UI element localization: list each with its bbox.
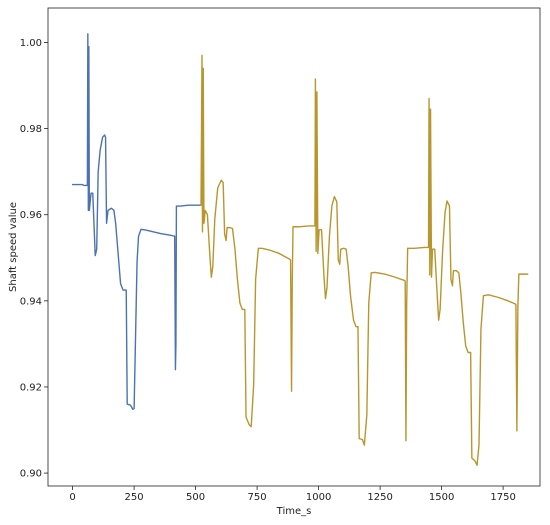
series-line-1	[71, 33, 202, 411]
y-tick-label: 0.96	[20, 210, 42, 221]
x-tick-label: 1750	[490, 492, 515, 503]
series-line-2	[200, 54, 529, 467]
x-axis-label: Time_s	[276, 506, 312, 517]
y-tick-label: 0.90	[20, 469, 42, 480]
y-tick-label: 0.94	[20, 296, 42, 307]
y-tick-label: 0.92	[20, 382, 42, 393]
y-tick-label: 1.00	[20, 38, 42, 49]
plot-frame	[47, 7, 541, 487]
y-axis-label: Shaft speed value	[8, 202, 19, 292]
x-tick-label: 250	[125, 492, 144, 503]
x-tick-label: 1250	[367, 492, 392, 503]
y-tick-label: 0.98	[20, 124, 42, 135]
x-tick-label: 750	[248, 492, 267, 503]
x-tick-label: 500	[186, 492, 205, 503]
x-axis: 0 250 500 750 1000 1250 1500 1750	[69, 486, 516, 503]
plot-area	[47, 7, 541, 487]
x-tick-label: 1500	[429, 492, 454, 503]
y-axis: 0.90 0.92 0.94 0.96 0.98 1.00	[20, 38, 48, 480]
series-lines	[71, 33, 529, 467]
x-tick-label: 1000	[306, 492, 331, 503]
x-tick-label: 0	[69, 492, 75, 503]
